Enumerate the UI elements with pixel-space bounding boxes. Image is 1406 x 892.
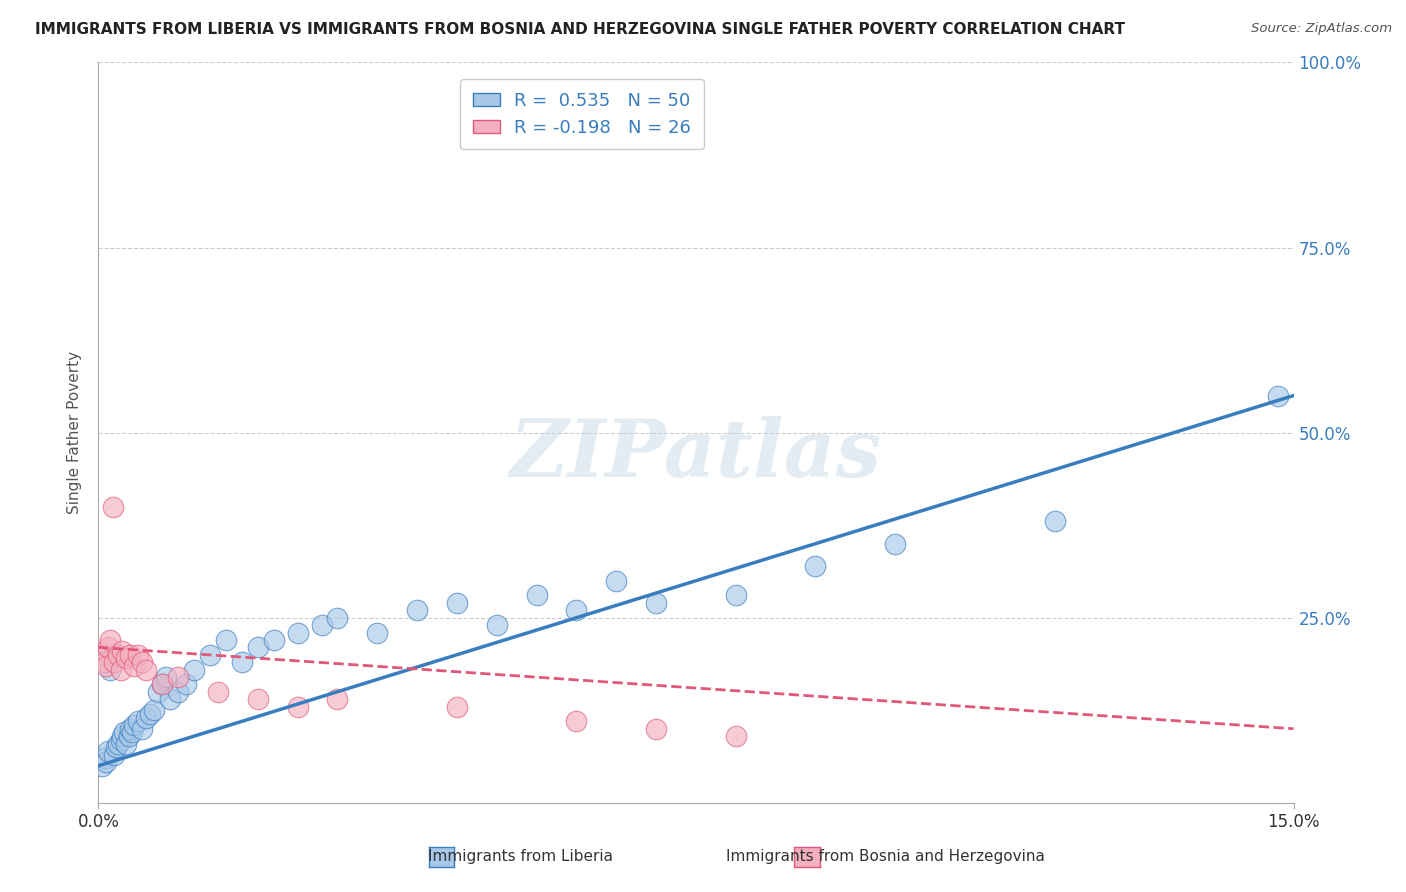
Point bbox=[804, 558, 827, 573]
Point bbox=[326, 610, 349, 624]
Point bbox=[150, 677, 173, 691]
Text: Immigrants from Bosnia and Herzegovina: Immigrants from Bosnia and Herzegovina bbox=[727, 849, 1045, 863]
Point bbox=[96, 755, 118, 769]
Point bbox=[124, 718, 146, 732]
Point bbox=[724, 589, 747, 603]
Point bbox=[724, 729, 747, 743]
Point bbox=[127, 714, 149, 729]
Text: ZIPatlas: ZIPatlas bbox=[510, 416, 882, 493]
Text: IMMIGRANTS FROM LIBERIA VS IMMIGRANTS FROM BOSNIA AND HERZEGOVINA SINGLE FATHER : IMMIGRANTS FROM LIBERIA VS IMMIGRANTS FR… bbox=[35, 22, 1125, 37]
Point bbox=[366, 625, 388, 640]
Point bbox=[150, 677, 173, 691]
Legend: R =  0.535   N = 50, R = -0.198   N = 26: R = 0.535 N = 50, R = -0.198 N = 26 bbox=[460, 78, 703, 149]
Point bbox=[1267, 388, 1289, 402]
Point bbox=[446, 596, 468, 610]
Point bbox=[143, 703, 166, 717]
Point bbox=[91, 758, 114, 772]
Point bbox=[148, 685, 170, 699]
Point bbox=[91, 648, 114, 662]
Point bbox=[311, 618, 333, 632]
Point bbox=[246, 640, 269, 655]
Point bbox=[97, 640, 120, 655]
Text: Source: ZipAtlas.com: Source: ZipAtlas.com bbox=[1251, 22, 1392, 36]
Point bbox=[104, 740, 127, 755]
Text: Immigrants from Liberia: Immigrants from Liberia bbox=[427, 849, 613, 863]
Point bbox=[110, 732, 132, 747]
Point bbox=[485, 618, 508, 632]
Point bbox=[645, 596, 668, 610]
Point bbox=[98, 663, 122, 677]
Point bbox=[326, 692, 349, 706]
Point bbox=[111, 644, 134, 658]
Point bbox=[198, 648, 221, 662]
Point bbox=[115, 651, 138, 665]
Y-axis label: Single Father Poverty: Single Father Poverty bbox=[67, 351, 83, 514]
Point bbox=[103, 655, 125, 669]
Point bbox=[131, 722, 153, 736]
Point bbox=[207, 685, 229, 699]
Point bbox=[139, 706, 162, 721]
Point bbox=[263, 632, 285, 647]
Point bbox=[167, 670, 190, 684]
Point bbox=[115, 737, 138, 751]
Point bbox=[526, 589, 548, 603]
Point bbox=[406, 603, 429, 617]
Point bbox=[110, 663, 132, 677]
Point bbox=[97, 744, 120, 758]
Point bbox=[446, 699, 468, 714]
Point bbox=[120, 648, 142, 662]
Point bbox=[1043, 515, 1066, 529]
Point bbox=[287, 699, 309, 714]
Point bbox=[215, 632, 238, 647]
Point bbox=[183, 663, 205, 677]
Point bbox=[645, 722, 668, 736]
Point bbox=[605, 574, 627, 588]
Point bbox=[246, 692, 269, 706]
Point bbox=[107, 648, 129, 662]
Point bbox=[565, 603, 588, 617]
Point bbox=[155, 670, 177, 684]
Point bbox=[159, 692, 181, 706]
Point bbox=[884, 536, 907, 550]
Point bbox=[127, 648, 149, 662]
Point bbox=[565, 714, 588, 729]
Point bbox=[131, 655, 153, 669]
Point bbox=[103, 747, 125, 762]
Point bbox=[111, 729, 134, 743]
Point bbox=[101, 648, 124, 662]
Point bbox=[135, 711, 157, 725]
Point bbox=[107, 737, 129, 751]
Point bbox=[118, 729, 141, 743]
Point bbox=[121, 725, 143, 739]
Point bbox=[98, 632, 122, 647]
Point bbox=[94, 655, 117, 669]
Point bbox=[231, 655, 253, 669]
Point bbox=[135, 663, 157, 677]
Point bbox=[101, 500, 124, 514]
Point bbox=[287, 625, 309, 640]
Point bbox=[112, 725, 135, 739]
Point bbox=[124, 658, 146, 673]
Point bbox=[96, 658, 118, 673]
Point bbox=[120, 722, 142, 736]
Point bbox=[94, 751, 117, 765]
Point bbox=[174, 677, 197, 691]
Point bbox=[167, 685, 190, 699]
